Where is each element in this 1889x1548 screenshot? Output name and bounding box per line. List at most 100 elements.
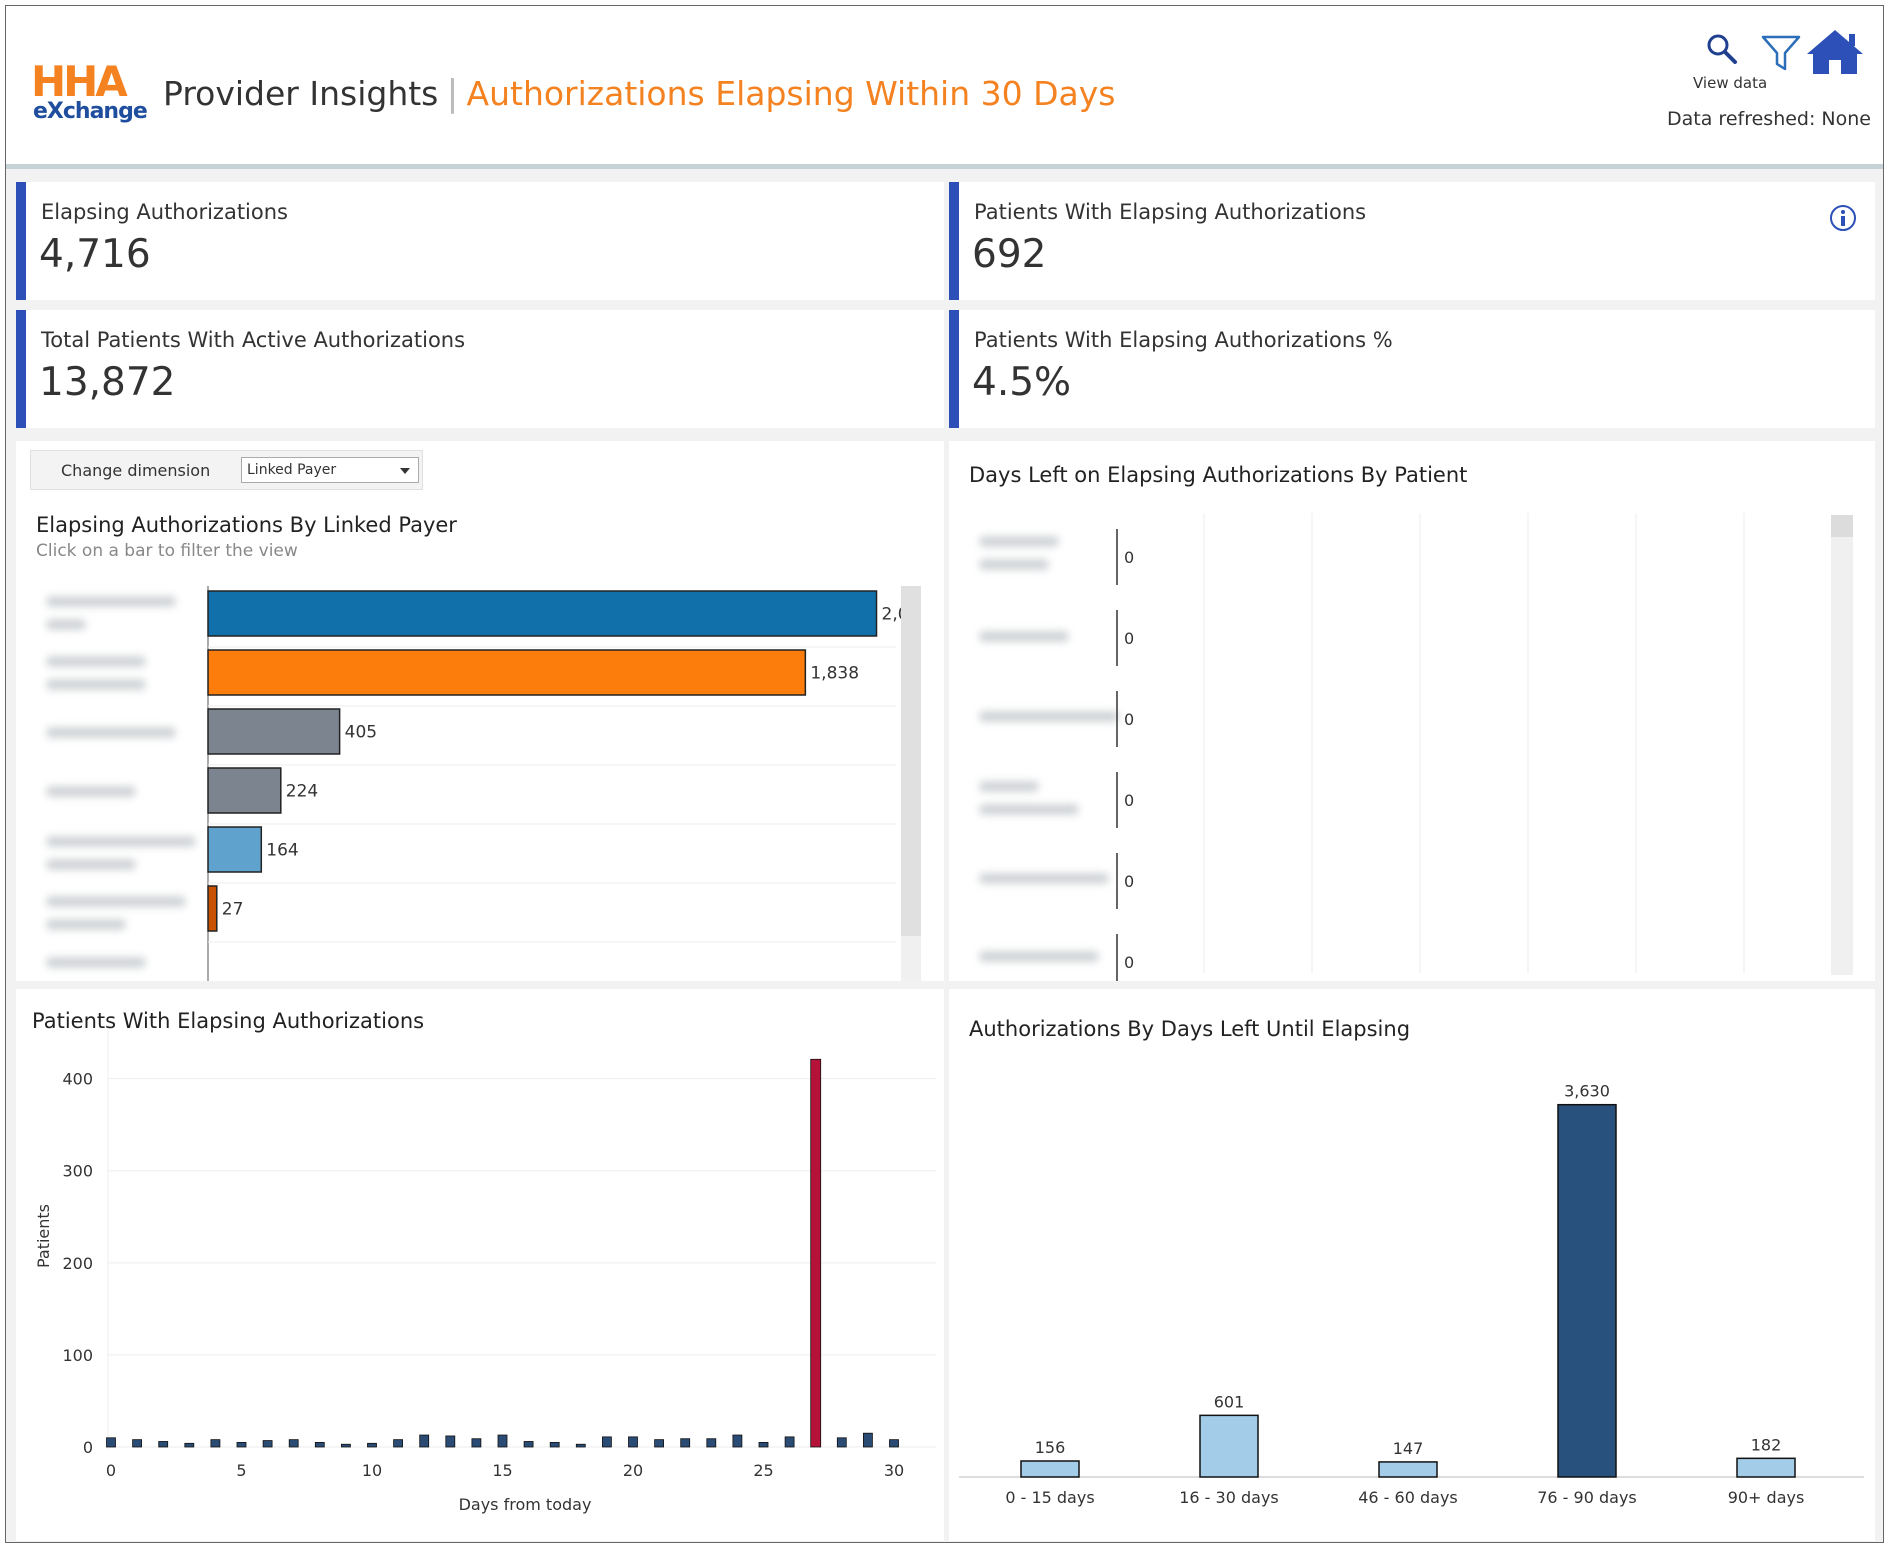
change-dimension-label: Change dimension [61, 461, 211, 480]
days-bar[interactable] [602, 1436, 612, 1448]
payer-chart-subtitle: Click on a bar to filter the view [36, 541, 298, 561]
days-bar[interactable] [706, 1438, 717, 1448]
days-bar[interactable] [523, 1441, 534, 1448]
payer-bar[interactable] [207, 767, 282, 814]
payer-label [46, 656, 146, 667]
payer-label [46, 919, 126, 930]
bucket-bar[interactable] [1736, 1457, 1796, 1478]
scrollbar-thumb[interactable] [1831, 515, 1853, 537]
days-x-tick-label: 20 [623, 1461, 643, 1480]
days-y-tick-label: 100 [62, 1346, 93, 1365]
page-title: Provider Insights | Authorizations Elapsin… [163, 72, 1115, 116]
payer-bar-value-label: 1,838 [810, 664, 859, 684]
patient-label [979, 536, 1059, 547]
days-bar[interactable] [497, 1434, 508, 1448]
patient-label [979, 631, 1069, 642]
logo-bottom-text: eXchange [33, 99, 148, 124]
days-bar[interactable] [810, 1058, 822, 1448]
patient-panel: Days Left on Elapsing Authorizations By … [949, 441, 1875, 981]
bucket-bar[interactable] [1020, 1460, 1080, 1478]
patient-label [979, 951, 1099, 962]
payer-bar[interactable] [207, 826, 263, 873]
dimension-dropdown-value: Linked Payer [247, 462, 337, 478]
days-chart-title: Patients With Elapsing Authorizations [32, 1009, 425, 1033]
days-bar[interactable] [863, 1432, 873, 1448]
days-bar[interactable] [445, 1435, 456, 1448]
days-y-tick-label: 200 [62, 1254, 93, 1273]
kpi-value: 4,716 [39, 232, 151, 277]
days-bar[interactable] [575, 1443, 586, 1448]
bucket-chart-title: Authorizations By Days Left Until Elapsi… [969, 1017, 1411, 1041]
patient-bar-value-label: 0 [1124, 710, 1134, 729]
filter-icon[interactable] [1761, 34, 1801, 72]
payer-bar[interactable] [207, 649, 807, 696]
home-icon[interactable] [1805, 28, 1865, 76]
days-bar[interactable] [628, 1436, 638, 1448]
change-dimension-control: Change dimension Linked Payer [30, 450, 423, 490]
days-x-tick-label: 10 [362, 1461, 382, 1480]
data-refreshed-status: Data refreshed: None [1667, 108, 1871, 130]
kpi-label: Total Patients With Active Authorization… [41, 328, 466, 352]
search-icon[interactable] [1705, 32, 1739, 66]
dashboard-frame: HHA eXchange Provider Insights | Authoriza… [5, 5, 1884, 1543]
days-bar[interactable] [549, 1441, 560, 1448]
payer-label [46, 727, 176, 738]
bucket-bar[interactable] [1199, 1414, 1259, 1478]
days-bar[interactable] [236, 1441, 247, 1448]
payer-bar-value-label: 27 [222, 900, 244, 920]
patient-chart-scrollbar[interactable] [1831, 515, 1853, 975]
patient-label [979, 781, 1039, 792]
bucket-bar[interactable] [1378, 1461, 1438, 1478]
payer-label [46, 836, 196, 847]
bucket-bar-value-label: 3,630 [1564, 1082, 1610, 1101]
days-x-tick-label: 25 [753, 1461, 773, 1480]
kpi-elapsing-authorizations: Elapsing Authorizations 4,716 [16, 182, 944, 300]
days-bar[interactable] [471, 1438, 482, 1448]
days-bar[interactable] [106, 1437, 116, 1448]
payer-label [46, 679, 146, 690]
days-bar[interactable] [340, 1443, 351, 1448]
days-bar[interactable] [889, 1439, 899, 1448]
days-bar[interactable] [419, 1434, 430, 1448]
dimension-dropdown[interactable]: Linked Payer [241, 457, 419, 483]
days-bar[interactable] [784, 1436, 795, 1448]
days-bar[interactable] [680, 1438, 691, 1448]
bucket-category-label: 0 - 15 days [1005, 1488, 1094, 1507]
days-bar[interactable] [210, 1439, 221, 1448]
days-x-tick-label: 15 [492, 1461, 512, 1480]
view-data-button[interactable]: View data [1693, 74, 1768, 92]
days-bar[interactable] [758, 1441, 769, 1448]
days-bar-chart: 0 100 200 300 400 Patients 0 5 10 15 20 25 30 Days fr… [34, 1029, 936, 1514]
bucket-category-label: 90+ days [1728, 1488, 1805, 1507]
patient-chart-title: Days Left on Elapsing Authorizations By … [969, 463, 1468, 487]
days-bar[interactable] [288, 1439, 299, 1448]
kpi-patients-elapsing-pct: Patients With Elapsing Authorizations % … [949, 310, 1875, 428]
scrollbar-thumb[interactable] [901, 586, 921, 936]
days-bar[interactable] [132, 1439, 142, 1448]
patient-bar-value-label: 0 [1124, 953, 1134, 972]
payer-bar[interactable] [207, 708, 341, 755]
bucket-bar[interactable] [1557, 1103, 1617, 1478]
payer-bar[interactable] [207, 885, 218, 932]
days-bar[interactable] [732, 1434, 743, 1448]
days-bar[interactable] [367, 1442, 377, 1448]
bucket-panel: Authorizations By Days Left Until Elapsi… [949, 989, 1875, 1541]
days-bar[interactable] [158, 1441, 169, 1448]
payer-label [46, 859, 136, 870]
payer-bar-value-label: 405 [345, 723, 377, 743]
days-bar[interactable] [654, 1439, 664, 1448]
days-bar[interactable] [262, 1440, 273, 1448]
kpi-total-active-patients: Total Patients With Active Authorization… [16, 310, 944, 428]
kpi-value: 4.5% [972, 360, 1072, 405]
kpi-label: Elapsing Authorizations [41, 200, 288, 224]
days-bar[interactable] [393, 1439, 404, 1448]
days-bar[interactable] [836, 1437, 847, 1448]
days-bar[interactable] [184, 1442, 195, 1448]
payer-bar-value-label: 224 [286, 782, 318, 802]
patient-label [979, 804, 1079, 815]
info-icon[interactable] [1829, 204, 1857, 232]
payer-bar[interactable] [207, 590, 878, 637]
days-bar[interactable] [314, 1441, 325, 1448]
days-x-tick-label: 30 [884, 1461, 904, 1480]
payer-chart-scrollbar[interactable] [901, 586, 921, 981]
